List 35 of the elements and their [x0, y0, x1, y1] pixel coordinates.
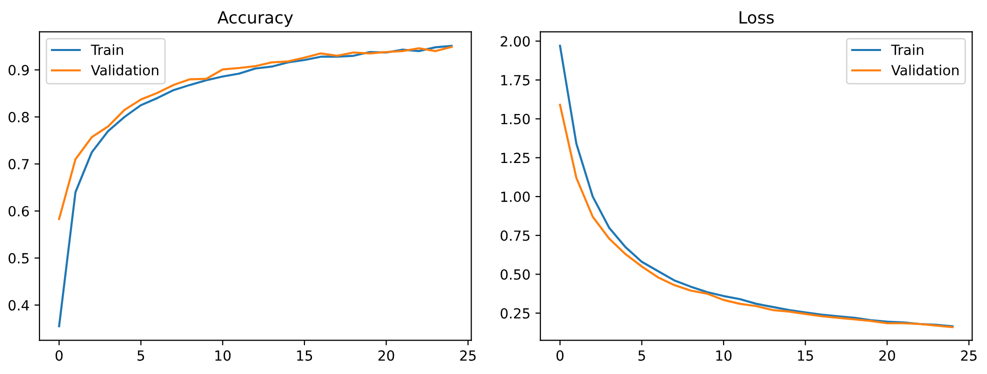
y-tick-label: 0.9 [8, 64, 29, 76]
y-tick-label: 0.75 [500, 230, 530, 241]
y-tick-label: 0.4 [8, 300, 29, 311]
legend-label: Train [90, 44, 124, 56]
x-tick-label: 5 [638, 350, 645, 361]
line-series [58, 46, 453, 220]
legend-label: Train [891, 44, 924, 56]
legend-label: Validation [90, 64, 158, 76]
y-tick-label: 1.50 [501, 114, 530, 124]
x-tick-label: 5 [138, 350, 144, 361]
x-tick-label: 10 [215, 350, 231, 361]
x-tick-label: 0 [56, 350, 63, 361]
y-tick-label: 0.6 [8, 206, 29, 216]
chart-title: Loss [740, 11, 774, 24]
x-tick-label: 25 [961, 350, 977, 361]
y-tick-label: 0.7 [8, 158, 29, 170]
chart-title: Accuracy [217, 11, 293, 27]
y-tick-label: 1.25 [501, 152, 530, 164]
x-tick-label: 0 [556, 350, 564, 361]
x-tick-label: 15 [798, 350, 813, 361]
y-tick-label: 0.25 [500, 308, 530, 319]
legend-label: Validation [891, 64, 959, 76]
x-tick-label: 20 [879, 350, 896, 361]
y-tick-label: 1.00 [501, 192, 530, 202]
x-tick-label: 15 [297, 350, 312, 361]
y-tick-label: 0.5 [8, 252, 29, 264]
x-tick-label: 10 [716, 350, 732, 361]
x-tick-label: 20 [378, 350, 394, 361]
line-series [558, 104, 954, 328]
y-tick-label: 1.75 [501, 75, 530, 86]
y-tick-label: 0.8 [8, 112, 29, 122]
y-tick-label: 0.50 [500, 269, 530, 280]
y-tick-label: 2.00 [500, 36, 530, 47]
x-tick-label: 25 [460, 350, 476, 361]
line-series [58, 44, 453, 328]
